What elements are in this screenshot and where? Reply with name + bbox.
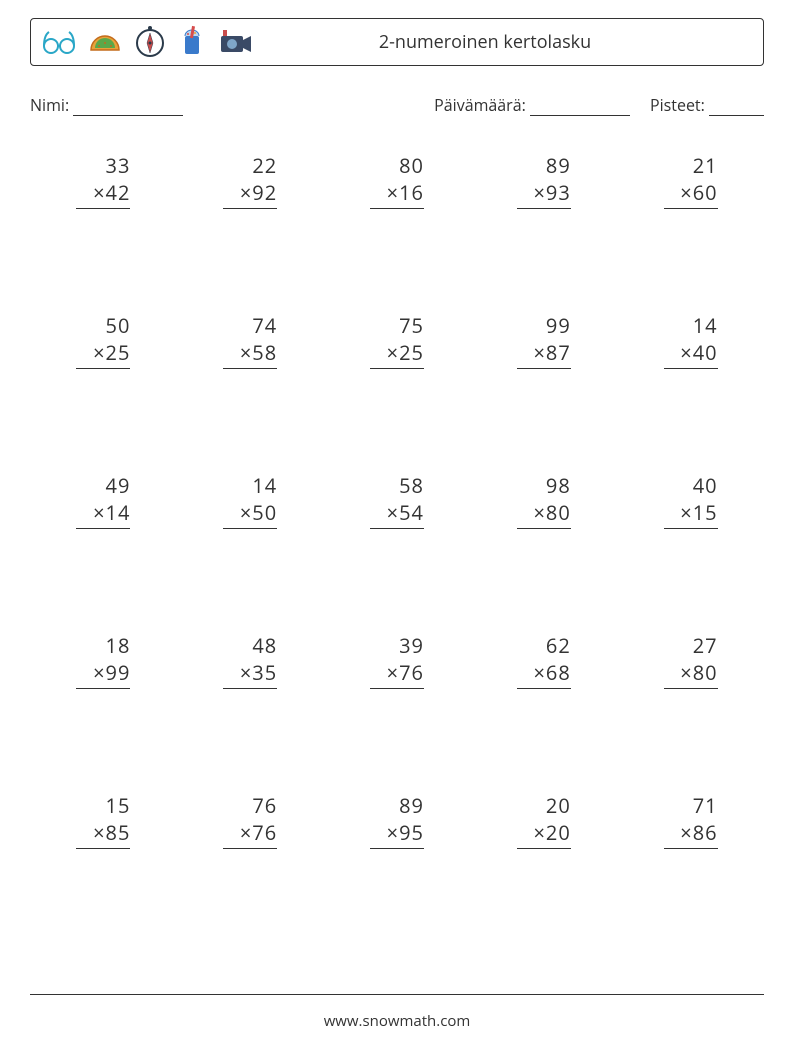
compass-icon xyxy=(133,25,167,59)
multiplication-problem: 20×20 xyxy=(517,792,571,849)
multiplier: ×35 xyxy=(223,659,277,689)
multiplication-problem: 27×80 xyxy=(664,632,718,689)
multiplier: ×76 xyxy=(370,659,424,689)
multiplication-problem: 58×54 xyxy=(370,472,424,529)
multiplicand: 89 xyxy=(370,792,424,819)
multiplicand: 20 xyxy=(517,792,571,819)
multiplier: ×20 xyxy=(517,819,571,849)
multiplier: ×99 xyxy=(76,659,130,689)
multiplicand: 58 xyxy=(370,472,424,499)
multiplicand: 99 xyxy=(517,312,571,339)
multiplicand: 76 xyxy=(223,792,277,819)
multiplier: ×86 xyxy=(664,819,718,849)
multiplier: ×95 xyxy=(370,819,424,849)
score-label: Pisteet: xyxy=(650,94,764,116)
multiplication-problem: 21×60 xyxy=(664,152,718,209)
multiplier: ×92 xyxy=(223,179,277,209)
multiplication-problem: 33×42 xyxy=(76,152,130,209)
multiplicand: 14 xyxy=(664,312,718,339)
score-blank[interactable] xyxy=(709,97,764,116)
multiplicand: 27 xyxy=(664,632,718,659)
multiplication-problem: 48×35 xyxy=(223,632,277,689)
multiplication-problem: 98×80 xyxy=(517,472,571,529)
multiplication-problem: 89×95 xyxy=(370,792,424,849)
date-label-text: Päivämäärä: xyxy=(434,94,526,116)
footer-url: www.snowmath.com xyxy=(0,1011,794,1031)
problem-grid: 33×4222×9280×1689×9321×6050×2574×5875×25… xyxy=(30,134,764,934)
worksheet-page: 2-numeroinen kertolasku Nimi: Päivämäärä… xyxy=(0,0,794,1053)
worksheet-title: 2-numeroinen kertolasku xyxy=(257,30,753,54)
multiplier: ×87 xyxy=(517,339,571,369)
multiplication-problem: 22×92 xyxy=(223,152,277,209)
multiplication-problem: 71×86 xyxy=(664,792,718,849)
multiplicand: 22 xyxy=(223,152,277,179)
multiplication-problem: 39×76 xyxy=(370,632,424,689)
multiplicand: 15 xyxy=(76,792,130,819)
multiplication-problem: 14×50 xyxy=(223,472,277,529)
multiplier: ×40 xyxy=(664,339,718,369)
multiplicand: 75 xyxy=(370,312,424,339)
date-label: Päivämäärä: xyxy=(434,94,630,116)
multiplication-problem: 99×87 xyxy=(517,312,571,369)
multiplier: ×85 xyxy=(76,819,130,849)
footer-rule xyxy=(30,994,764,995)
multiplication-problem: 80×16 xyxy=(370,152,424,209)
header-box: 2-numeroinen kertolasku xyxy=(30,18,764,66)
multiplication-problem: 15×85 xyxy=(76,792,130,849)
multiplicand: 18 xyxy=(76,632,130,659)
header-icons xyxy=(41,24,257,60)
multiplier: ×76 xyxy=(223,819,277,849)
name-label-text: Nimi: xyxy=(30,94,69,116)
multiplication-problem: 89×93 xyxy=(517,152,571,209)
multiplication-problem: 49×14 xyxy=(76,472,130,529)
multiplication-problem: 76×76 xyxy=(223,792,277,849)
multiplier: ×93 xyxy=(517,179,571,209)
multiplier: ×60 xyxy=(664,179,718,209)
multiplicand: 14 xyxy=(223,472,277,499)
multiplicand: 21 xyxy=(664,152,718,179)
multiplicand: 50 xyxy=(76,312,130,339)
multiplication-problem: 50×25 xyxy=(76,312,130,369)
info-row: Nimi: Päivämäärä: Pisteet: xyxy=(30,94,764,116)
multiplicand: 98 xyxy=(517,472,571,499)
multiplication-problem: 74×58 xyxy=(223,312,277,369)
multiplication-problem: 18×99 xyxy=(76,632,130,689)
multiplication-problem: 40×15 xyxy=(664,472,718,529)
multiplicand: 71 xyxy=(664,792,718,819)
multiplicand: 62 xyxy=(517,632,571,659)
multiplier: ×54 xyxy=(370,499,424,529)
multiplicand: 74 xyxy=(223,312,277,339)
name-label: Nimi: xyxy=(30,94,183,116)
taco-icon xyxy=(87,26,123,58)
multiplier: ×14 xyxy=(76,499,130,529)
multiplication-problem: 14×40 xyxy=(664,312,718,369)
multiplicand: 39 xyxy=(370,632,424,659)
multiplicand: 40 xyxy=(664,472,718,499)
multiplier: ×25 xyxy=(76,339,130,369)
score-label-text: Pisteet: xyxy=(650,94,705,116)
multiplicand: 49 xyxy=(76,472,130,499)
multiplier: ×25 xyxy=(370,339,424,369)
multiplier: ×42 xyxy=(76,179,130,209)
glasses-icon xyxy=(41,26,77,58)
date-blank[interactable] xyxy=(530,97,630,116)
multiplier: ×16 xyxy=(370,179,424,209)
info-spacer xyxy=(203,94,414,116)
multiplicand: 89 xyxy=(517,152,571,179)
multiplier: ×50 xyxy=(223,499,277,529)
multiplier: ×68 xyxy=(517,659,571,689)
multiplicand: 80 xyxy=(370,152,424,179)
multiplicand: 33 xyxy=(76,152,130,179)
multiplier: ×15 xyxy=(664,499,718,529)
multiplier: ×58 xyxy=(223,339,277,369)
multiplicand: 48 xyxy=(223,632,277,659)
name-blank[interactable] xyxy=(73,97,183,116)
drink-icon xyxy=(177,24,207,60)
multiplication-problem: 62×68 xyxy=(517,632,571,689)
multiplier: ×80 xyxy=(517,499,571,529)
camera-icon xyxy=(217,26,257,58)
multiplier: ×80 xyxy=(664,659,718,689)
multiplication-problem: 75×25 xyxy=(370,312,424,369)
